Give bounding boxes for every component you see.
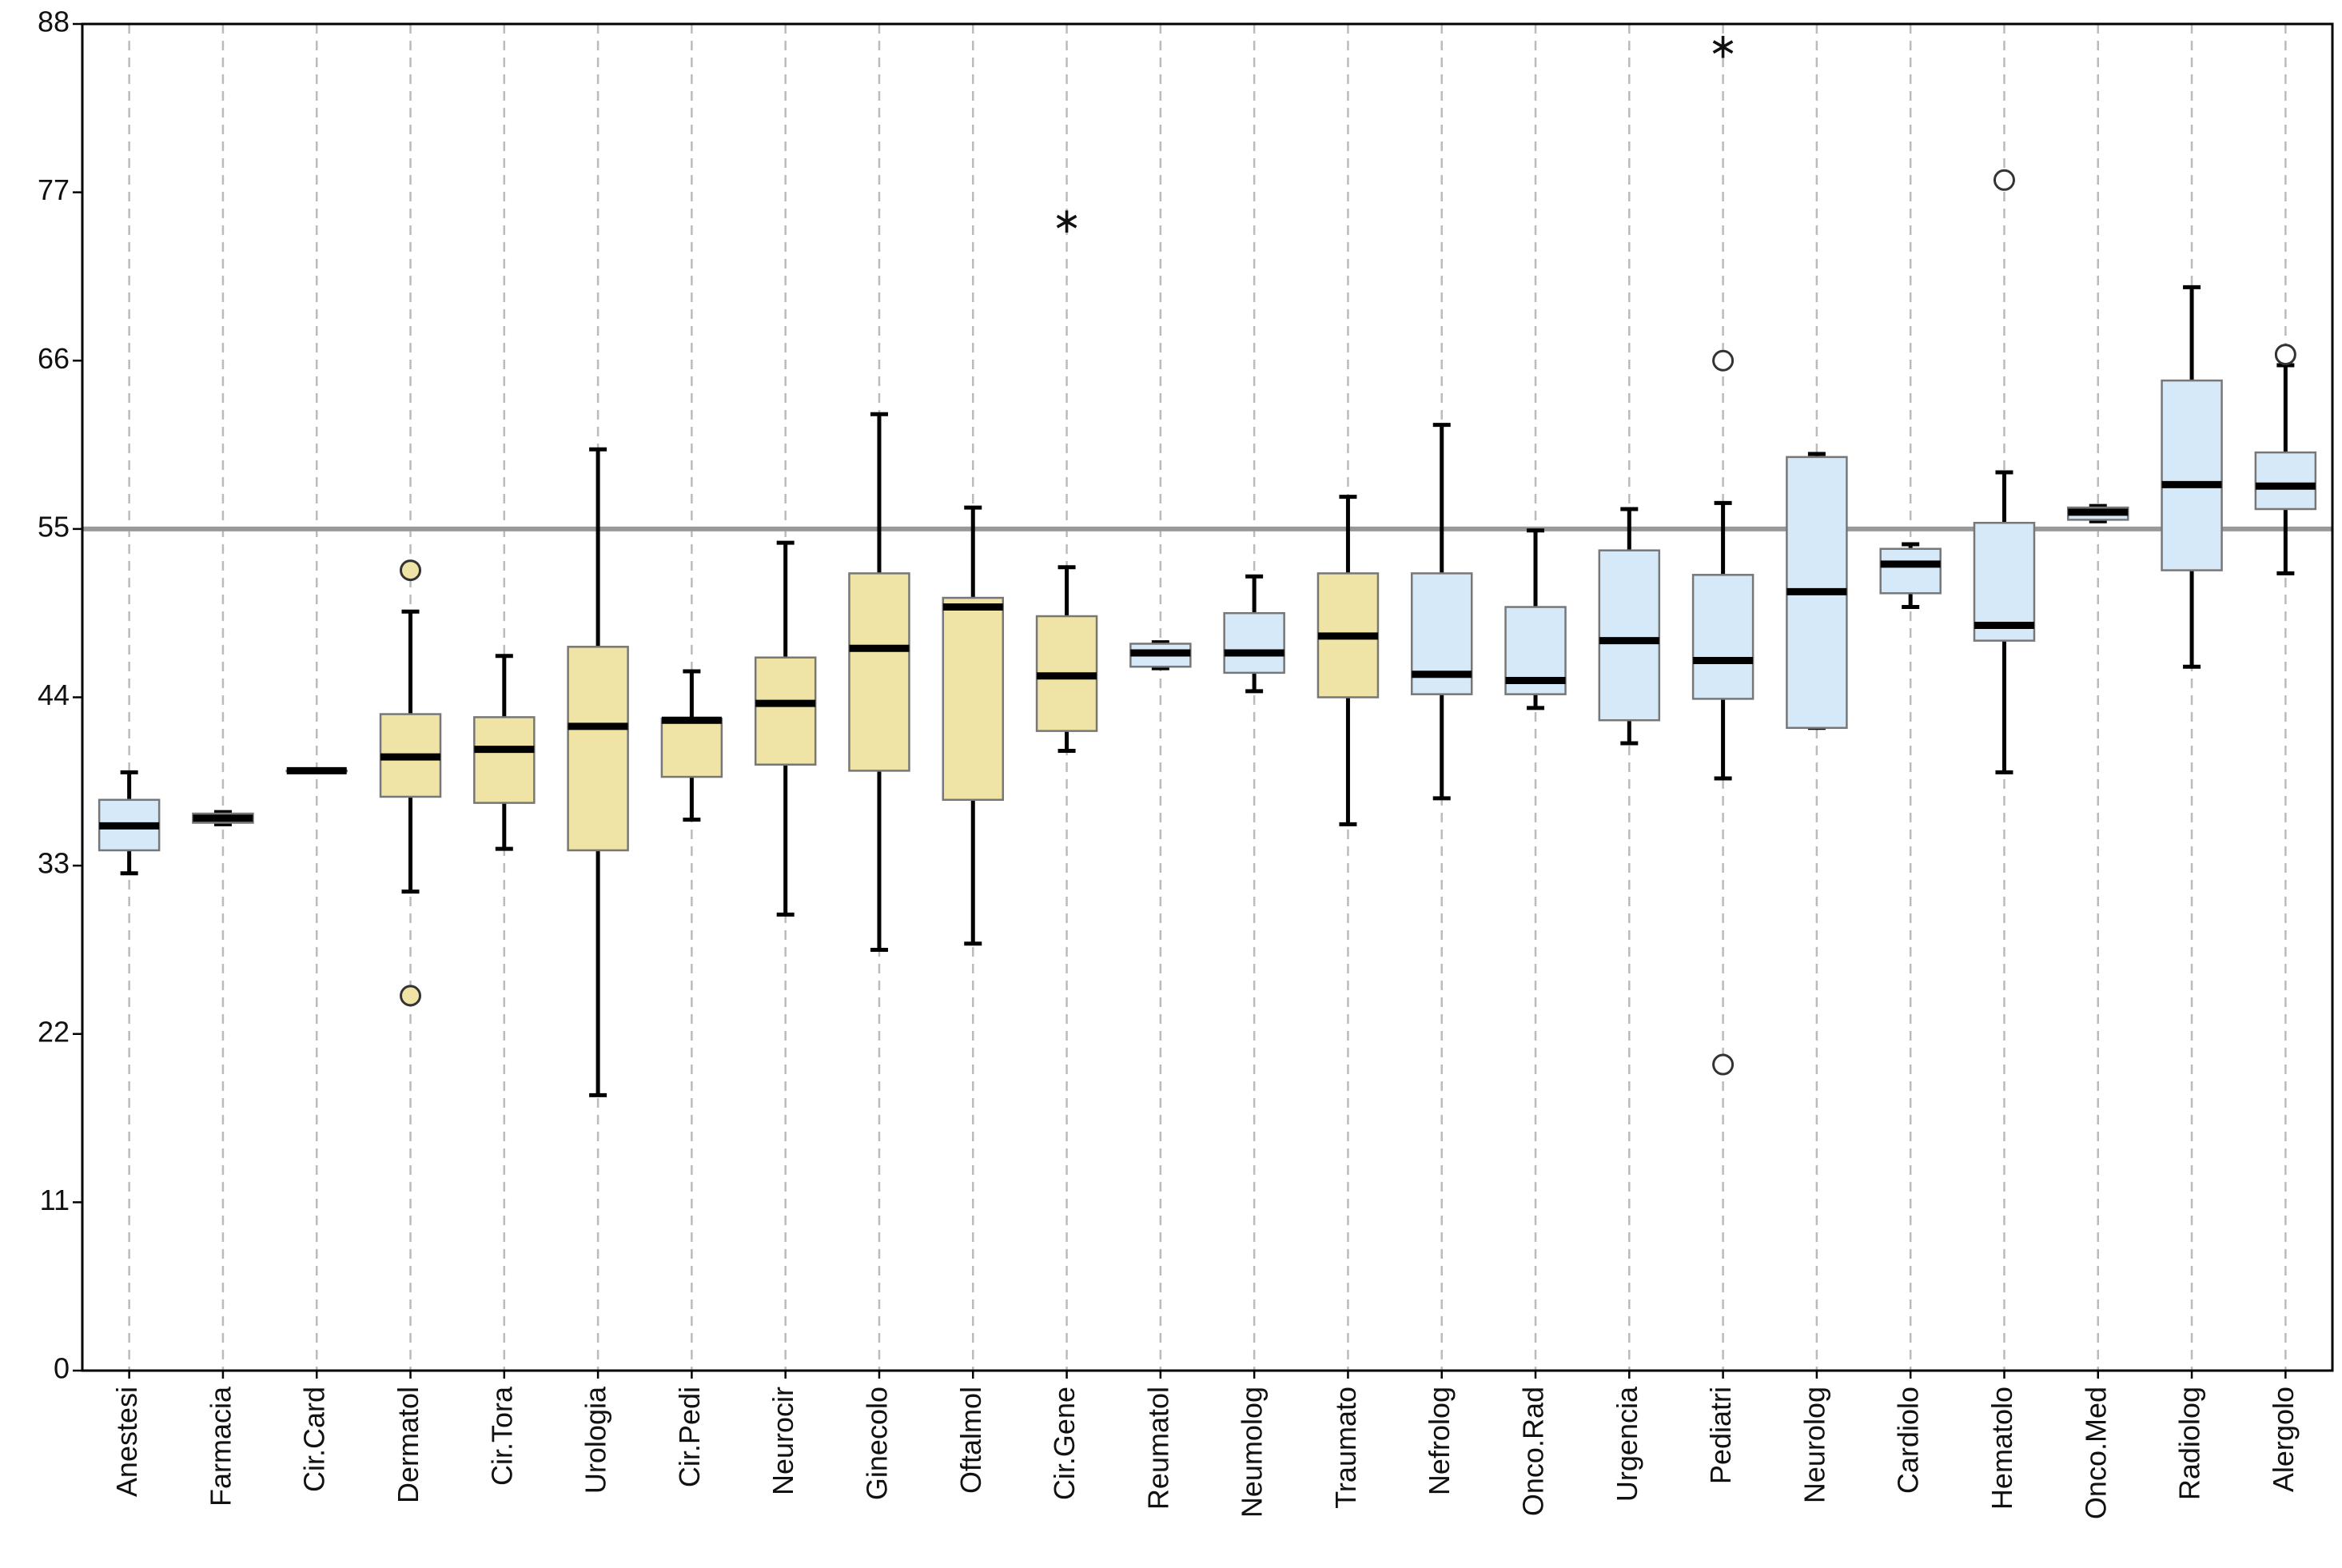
box [1691,574,1755,700]
y-tick-label: 55 [38,510,70,543]
x-tick-label: Neurocir [767,1387,799,1495]
x-tick-label: Alergolo [2267,1387,2300,1492]
x-tick-label: Cardiolo [1892,1387,1925,1494]
outlier [1993,169,2015,191]
outlier-star: ∗ [1708,27,1738,66]
box [2254,451,2317,511]
x-tick-label: Onco.Rad [1517,1387,1550,1516]
box [567,646,629,852]
x-tick-label: Traumato [1329,1387,1362,1509]
x-tick-label: Cir.Tora [485,1386,518,1486]
y-tick-label: 11 [40,1184,70,1216]
y-tick-label: 44 [38,679,70,711]
x-tick-label: Anestesi [110,1387,143,1497]
outlier-star: ∗ [1052,201,1081,241]
box [2161,379,2223,571]
x-tick-label: Onco.Med [2079,1387,2112,1519]
x-tick-label: Cir.Card [298,1387,331,1492]
y-tick-label: 88 [38,6,70,38]
box [660,718,723,778]
plot-border [81,22,2334,1372]
x-tick-label: Urgencia [1611,1386,1643,1502]
y-tick-label: 66 [38,342,70,375]
x-tick-label: Reumatol [1141,1387,1174,1510]
outlier [1712,1053,1735,1076]
x-tick-label: Pediatri [1704,1387,1737,1484]
box [942,596,1005,802]
x-tick-label: Urologia [580,1386,612,1494]
x-tick-label: Hematolo [1986,1387,2018,1510]
box [848,572,910,772]
outlier [2274,344,2296,366]
x-tick-label: Oftalmol [954,1387,987,1494]
x-tick-label: Neumolog [1236,1387,1269,1518]
y-tick-label: 22 [38,1015,70,1048]
box [1223,611,1285,675]
box [1879,547,1942,595]
y-tick-label: 0 [54,1352,70,1385]
box [1973,521,2036,642]
outlier [1712,349,1735,372]
outlier [400,559,422,582]
x-tick-label: Farmacia [204,1386,237,1506]
box [1598,549,1661,722]
x-tick-label: Nefrolog [1423,1387,1456,1495]
y-tick-label: 33 [38,847,70,880]
box [754,656,817,766]
y-tick-label: 77 [38,173,70,206]
x-tick-label: Ginecolo [860,1387,893,1500]
x-tick-label: Cir.Pedi [673,1387,706,1487]
x-tick-label: Cir.Gene [1048,1387,1081,1500]
box [473,716,536,804]
x-tick-label: Neurolog [1798,1387,1830,1503]
outlier [400,985,422,1007]
x-tick-label: Dermatol [392,1387,424,1503]
x-tick-label: Radiolog [2173,1387,2206,1500]
